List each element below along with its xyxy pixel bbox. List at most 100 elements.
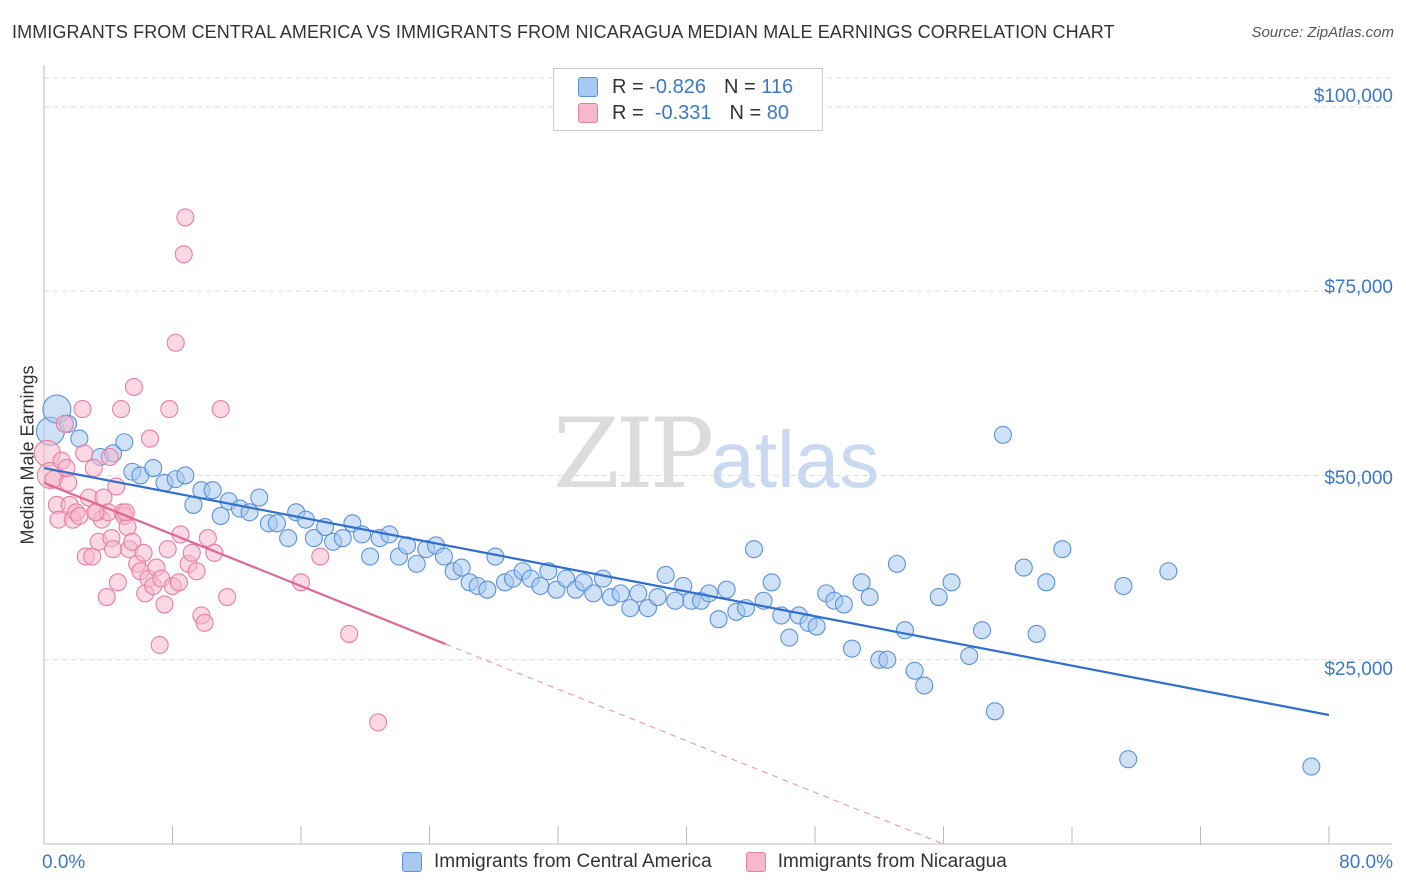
- source-credit: Source: ZipAtlas.com: [1251, 24, 1394, 41]
- point-nicaragua: [100, 447, 119, 467]
- point-central-america: [717, 580, 736, 599]
- series-legend: Immigrants from Central America Immigran…: [402, 851, 1041, 873]
- legend-n-value: 80: [766, 101, 790, 124]
- point-nicaragua: [158, 540, 177, 559]
- point-central-america: [648, 588, 667, 607]
- point-nicaragua: [108, 573, 127, 592]
- point-central-america: [993, 425, 1012, 444]
- point-central-america: [629, 584, 648, 603]
- point-central-america: [1027, 624, 1046, 643]
- point-central-america: [279, 529, 298, 548]
- y-tick-label-100000: $100,000: [1313, 86, 1393, 107]
- legend-n-label: N =: [723, 75, 756, 98]
- point-central-america: [478, 580, 497, 599]
- point-nicaragua: [369, 713, 388, 732]
- point-central-america: [1037, 573, 1056, 592]
- legend-swatch-pink: [745, 852, 766, 872]
- point-nicaragua: [70, 506, 89, 526]
- point-central-america: [434, 547, 454, 566]
- point-central-america: [744, 540, 764, 559]
- point-nicaragua: [182, 543, 201, 562]
- point-central-america: [1114, 576, 1133, 596]
- point-central-america: [852, 573, 871, 592]
- point-nicaragua: [73, 400, 92, 419]
- point-central-america: [929, 588, 948, 607]
- y-tick-label-25000: $25,000: [1324, 659, 1393, 680]
- point-central-america: [656, 565, 675, 584]
- point-nicaragua: [112, 400, 131, 419]
- point-nicaragua: [166, 333, 185, 352]
- legend-row-nicaragua: R = -0.331 N = 80: [578, 101, 789, 125]
- point-nicaragua: [75, 444, 94, 463]
- point-nicaragua: [55, 414, 74, 433]
- legend-swatch-blue: [578, 77, 598, 97]
- x-tick-label-max: 80.0%: [1339, 852, 1393, 873]
- point-central-america: [361, 547, 380, 566]
- point-central-america: [333, 529, 352, 548]
- point-central-america: [593, 569, 613, 588]
- point-nicaragua: [104, 540, 123, 559]
- point-central-america: [762, 573, 781, 592]
- point-central-america: [780, 628, 799, 647]
- watermark: ZIPatlas: [553, 398, 879, 510]
- legend-item-nicaragua: Immigrants from Nicaragua: [745, 851, 1007, 873]
- point-central-america: [1302, 757, 1321, 776]
- trendline-nicaragua-extension: [445, 643, 944, 845]
- point-central-america: [203, 481, 222, 500]
- point-nicaragua: [340, 624, 359, 643]
- chart-title: IMMIGRANTS FROM CENTRAL AMERICA VS IMMIG…: [12, 22, 1115, 42]
- x-tick-label-min: 0.0%: [42, 852, 86, 873]
- point-central-america: [709, 610, 728, 629]
- point-central-america: [584, 584, 603, 603]
- point-nicaragua: [176, 208, 195, 227]
- point-central-america: [985, 702, 1004, 721]
- point-nicaragua: [134, 543, 153, 562]
- point-nicaragua: [84, 459, 103, 478]
- y-tick-label-75000: $75,000: [1324, 277, 1393, 298]
- point-nicaragua: [97, 588, 116, 607]
- point-nicaragua: [187, 562, 206, 581]
- point-central-america: [915, 676, 934, 695]
- point-central-america: [407, 554, 426, 573]
- point-central-america: [834, 595, 853, 614]
- point-central-america: [621, 599, 640, 618]
- point-central-america: [267, 514, 286, 533]
- point-central-america: [250, 488, 269, 507]
- legend-item-central-america: Immigrants from Central America: [402, 851, 712, 873]
- point-central-america: [211, 506, 230, 526]
- legend-r-label: R =: [612, 75, 644, 98]
- legend-n-label: N =: [729, 101, 762, 124]
- point-central-america: [905, 661, 924, 680]
- legend-row-central-america: R = -0.826 N = 116: [578, 75, 793, 99]
- point-nicaragua: [174, 245, 193, 264]
- point-nicaragua: [124, 377, 143, 397]
- point-central-america: [972, 621, 992, 640]
- y-axis-title: Median Male Earnings: [17, 365, 38, 545]
- point-central-america: [611, 584, 630, 603]
- legend-r-value: -0.331: [654, 101, 712, 124]
- y-tick-label-50000: $50,000: [1324, 468, 1393, 489]
- correlation-legend: R = -0.826 N = 116 R = -0.331 N = 80: [553, 68, 823, 131]
- point-central-america: [1159, 562, 1178, 581]
- legend-swatch-pink: [578, 103, 598, 123]
- point-central-america: [144, 459, 163, 478]
- point-nicaragua: [140, 429, 160, 448]
- point-central-america: [539, 562, 558, 581]
- point-central-america: [176, 466, 195, 485]
- point-nicaragua: [123, 532, 142, 551]
- point-central-america: [878, 650, 897, 669]
- trendline-central-america: [43, 466, 1330, 717]
- legend-n-value: 116: [761, 75, 794, 98]
- watermark-atlas: atlas: [710, 415, 880, 504]
- point-nicaragua: [160, 400, 179, 419]
- legend-swatch-blue: [402, 852, 422, 872]
- trendline-nicaragua: [43, 481, 446, 646]
- point-central-america: [1014, 558, 1033, 577]
- point-central-america: [942, 573, 961, 592]
- point-nicaragua: [195, 613, 214, 632]
- legend-r-value: -0.826: [649, 75, 706, 98]
- point-nicaragua: [150, 635, 169, 655]
- point-nicaragua: [155, 595, 174, 614]
- point-central-america: [807, 617, 826, 636]
